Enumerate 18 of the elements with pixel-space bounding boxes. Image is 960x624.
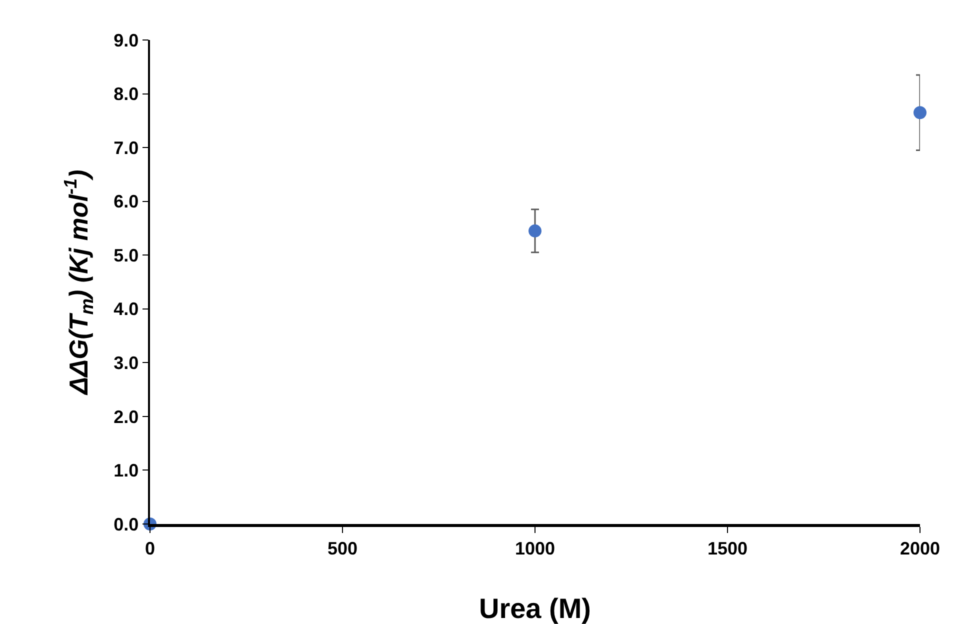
x-tick-label: 500 [327,538,358,559]
x-tick-label: 1500 [707,538,748,559]
x-tick-label: 1000 [514,538,556,559]
x-tick-label: 0 [144,538,156,559]
y-tick-label: 6.0 [114,192,139,212]
x-tick-label: 2000 [900,538,940,559]
y-tick-label: 0.0 [114,514,139,534]
x-axis-title: Urea (M) [478,593,592,624]
y-tick-label: 9.0 [114,30,139,50]
point [528,224,542,238]
y-tick-label: 2.0 [114,406,139,427]
y-tick-label: 8.0 [114,84,139,104]
y-tick-label: 7.0 [114,138,139,158]
y-tick-label: 1.0 [114,460,139,481]
point [914,106,926,120]
y-tick-label: 5.0 [114,245,139,266]
y-tick-label: 3.0 [114,352,139,373]
y-tick-label: 4.0 [114,299,139,320]
